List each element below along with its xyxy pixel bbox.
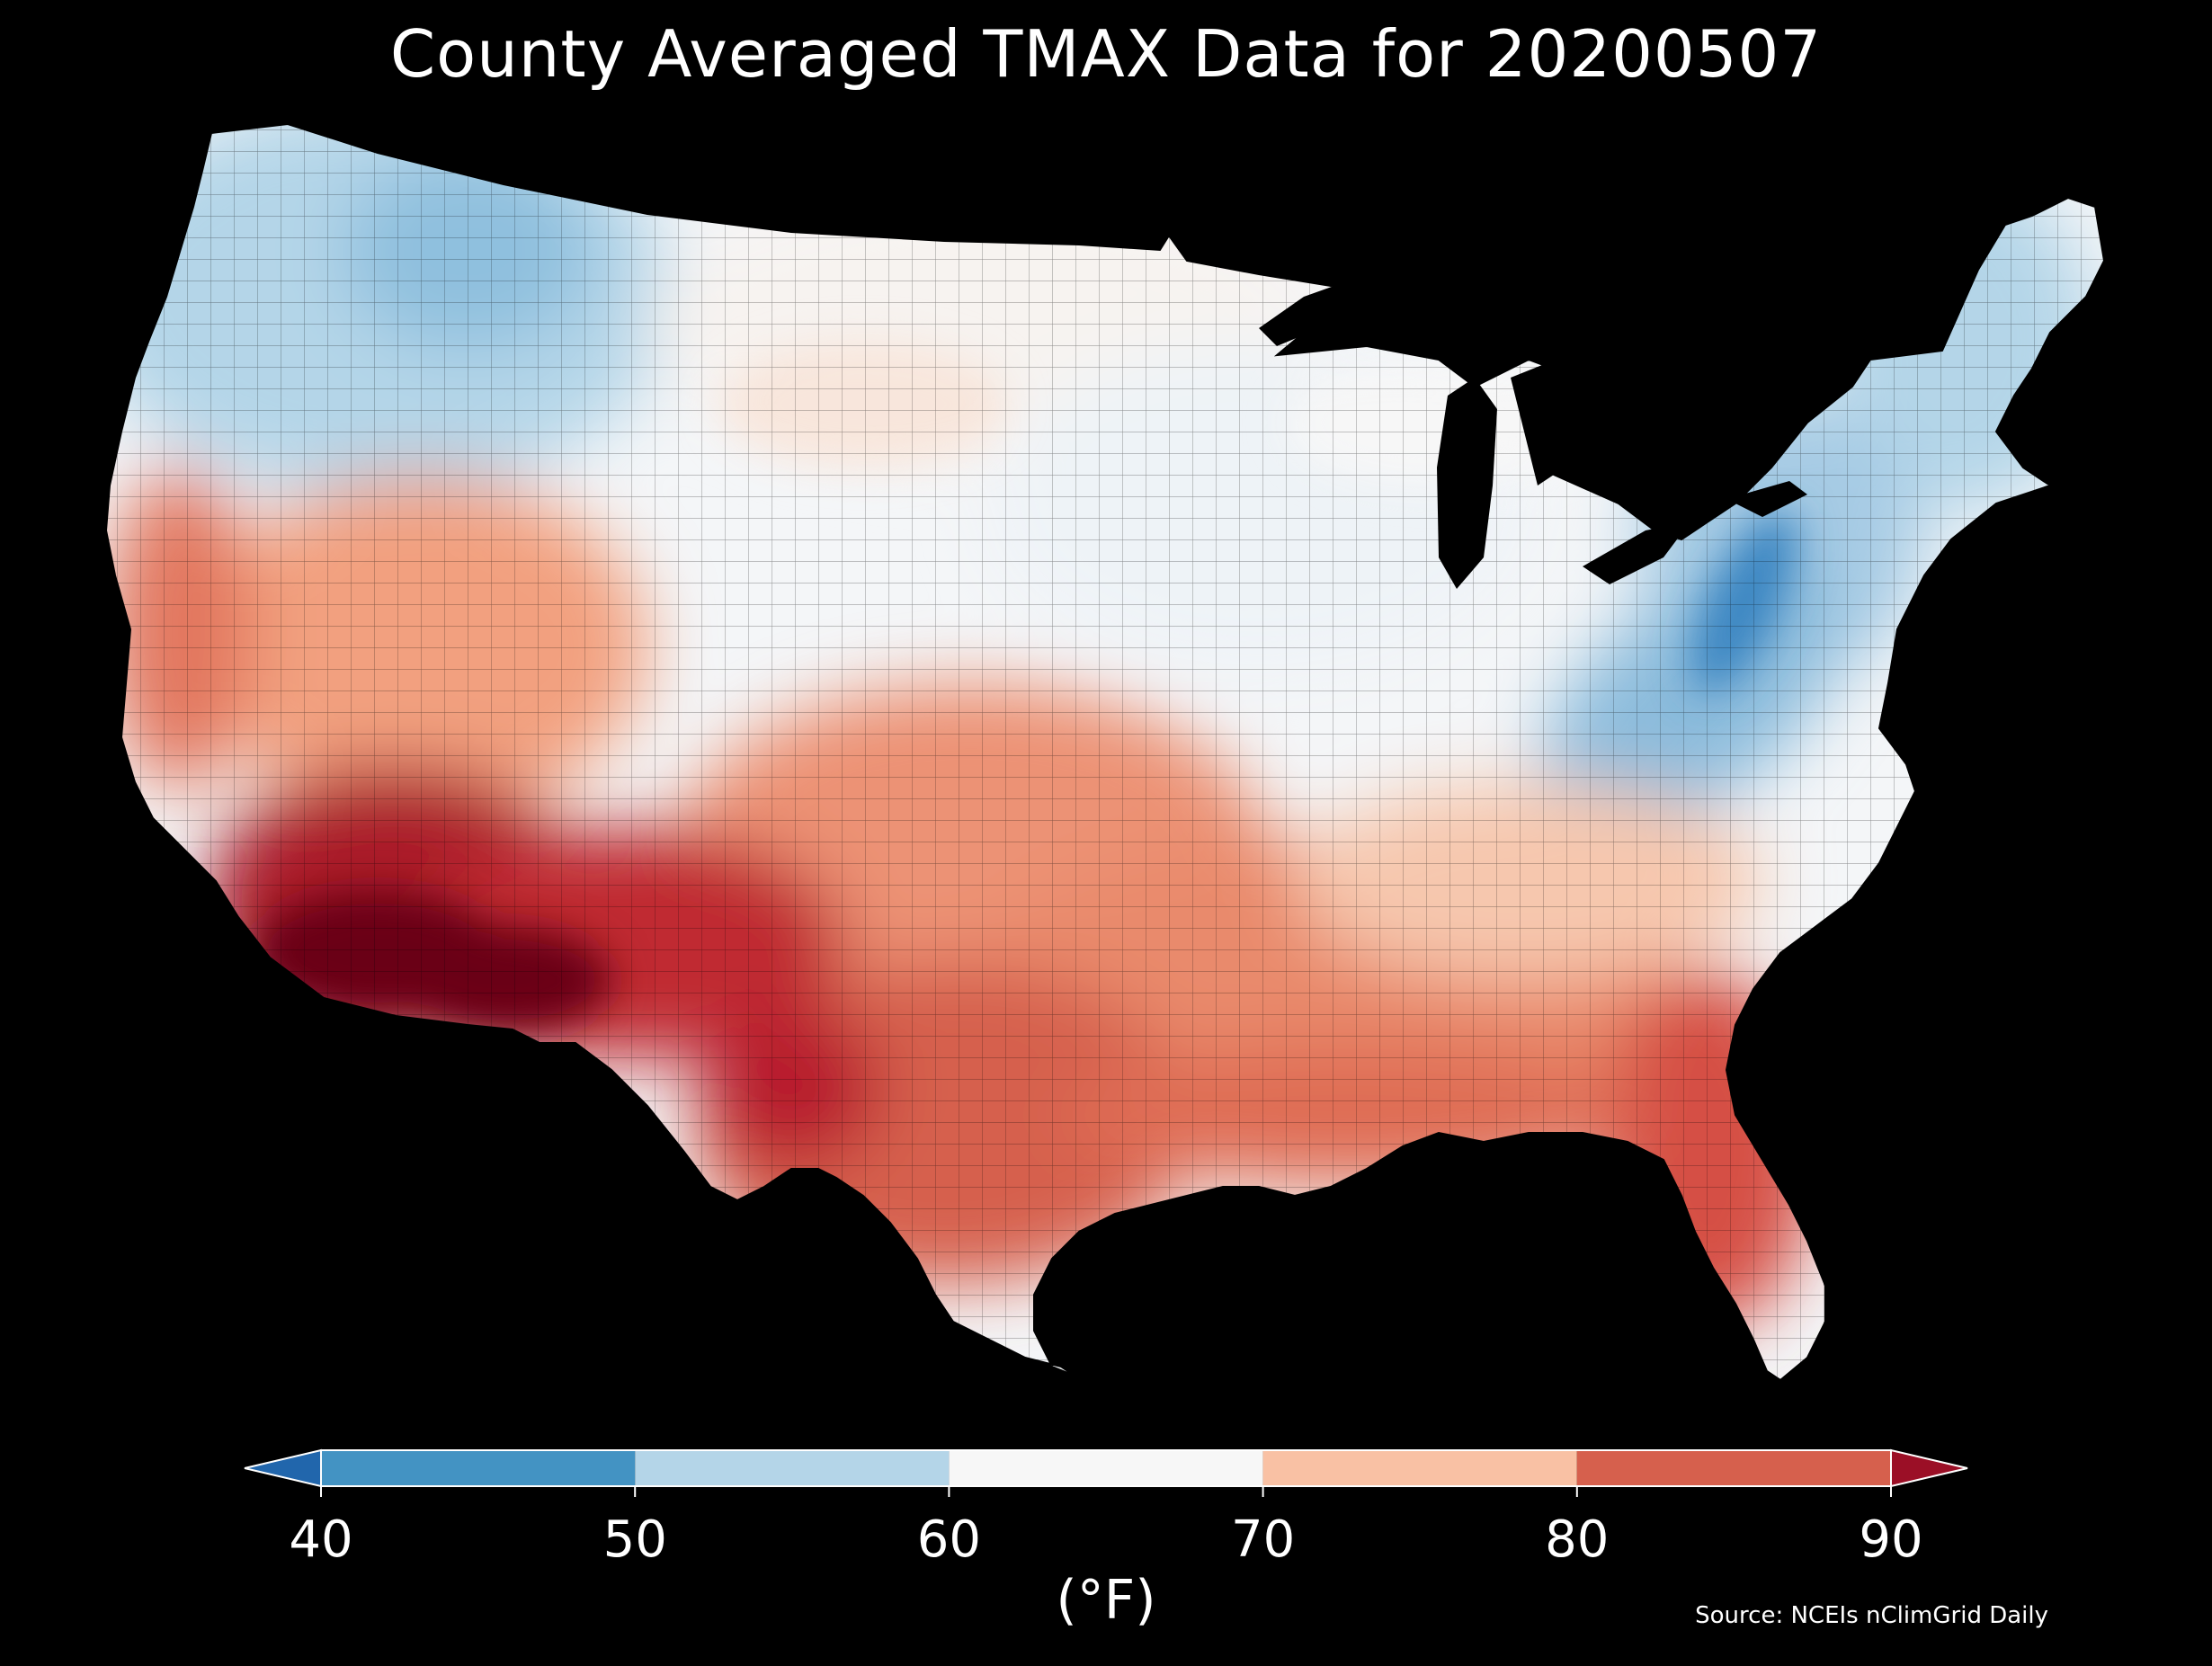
colorbar-tick-label: 60 [917, 1510, 981, 1569]
colorbar-bin [635, 1450, 950, 1486]
colorbar-extend-low [244, 1448, 322, 1488]
colorbar-bin [1576, 1450, 1891, 1486]
colorbar-outline [320, 1449, 1892, 1487]
great-lakes [1259, 274, 1807, 589]
colorbar-bin [1262, 1450, 1577, 1486]
colorbar-extend-high [1890, 1448, 1968, 1488]
colorbar-bin [321, 1450, 636, 1486]
colorbar-tick-label: 90 [1859, 1510, 1922, 1569]
us-county-map [105, 123, 2105, 1381]
colorbar-tick-label: 50 [603, 1510, 667, 1569]
unit-label: (°F) [1056, 1569, 1156, 1632]
colorbar-tick-label: 80 [1545, 1510, 1609, 1569]
map-title: County Averaged TMAX Data for 20200507 [389, 16, 1823, 92]
source-credit: Source: NCEIs nClimGrid Daily [1695, 1602, 2048, 1629]
colorbar: 40 50 60 70 80 90 [244, 1448, 1968, 1569]
colorbar-tick-label: 40 [289, 1510, 352, 1569]
colorbar-bin [949, 1450, 1263, 1486]
colorbar-tick-label: 70 [1231, 1510, 1295, 1569]
